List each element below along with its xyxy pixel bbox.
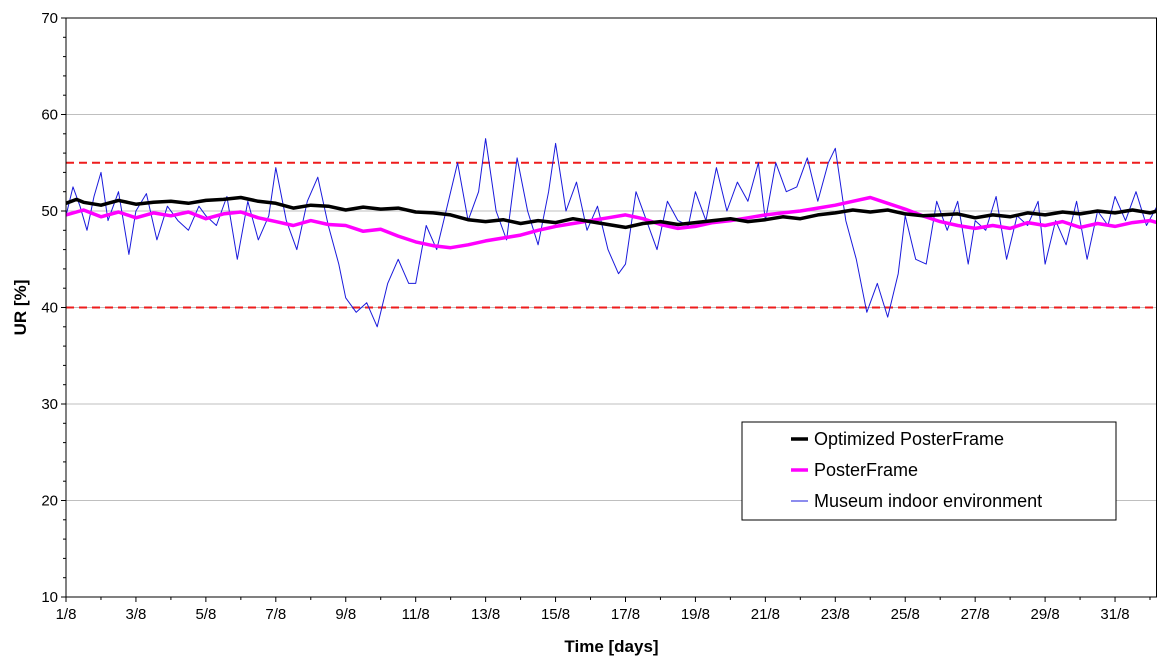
y-tick-label: 40 bbox=[41, 300, 58, 317]
x-tick-label: 13/8 bbox=[471, 606, 500, 623]
x-tick-label: 27/8 bbox=[961, 606, 990, 623]
x-tick-label: 7/8 bbox=[265, 606, 286, 623]
x-tick-label: 31/8 bbox=[1100, 606, 1129, 623]
legend: Optimized PosterFrame PosterFrame Museum… bbox=[741, 421, 1117, 521]
y-axis-ticks: 10 20 30 40 50 60 70 bbox=[41, 10, 66, 606]
y-tick-label: 60 bbox=[41, 107, 58, 124]
x-tick-label: 19/8 bbox=[681, 606, 710, 623]
x-tick-label: 5/8 bbox=[195, 606, 216, 623]
x-tick-label: 29/8 bbox=[1031, 606, 1060, 623]
legend-label-museum-indoor-environment: Museum indoor environment bbox=[814, 491, 1042, 511]
x-axis-title: Time [days] bbox=[564, 637, 658, 656]
y-tick-label: 50 bbox=[41, 203, 58, 220]
series-line bbox=[65, 195, 1157, 250]
y-axis-title: UR [%] bbox=[11, 280, 30, 336]
series-layer bbox=[65, 138, 1157, 328]
y-tick-label: 30 bbox=[41, 396, 58, 413]
x-tick-label: 25/8 bbox=[891, 606, 920, 623]
x-axis-ticks: 1/8 3/8 5/8 7/8 9/8 11/8 13/8 15/8 17/8 19/8 21/8 2… bbox=[56, 597, 1151, 623]
x-tick-label: 23/8 bbox=[821, 606, 850, 623]
legend-label-optimized-posterframe: Optimized PosterFrame bbox=[814, 429, 1004, 449]
x-tick-label: 9/8 bbox=[335, 606, 356, 623]
legend-label-posterframe: PosterFrame bbox=[814, 460, 918, 480]
x-tick-label: 3/8 bbox=[126, 606, 147, 623]
x-tick-label: 17/8 bbox=[611, 606, 640, 623]
y-tick-label: 20 bbox=[41, 493, 58, 510]
x-tick-label: 15/8 bbox=[541, 606, 570, 623]
y-tick-label: 70 bbox=[41, 10, 58, 27]
x-tick-label: 1/8 bbox=[56, 606, 77, 623]
x-tick-label: 11/8 bbox=[402, 606, 430, 623]
y-tick-label: 10 bbox=[41, 589, 58, 606]
series-line bbox=[65, 138, 1157, 328]
series-line bbox=[65, 195, 1157, 230]
x-tick-label: 21/8 bbox=[751, 606, 780, 623]
